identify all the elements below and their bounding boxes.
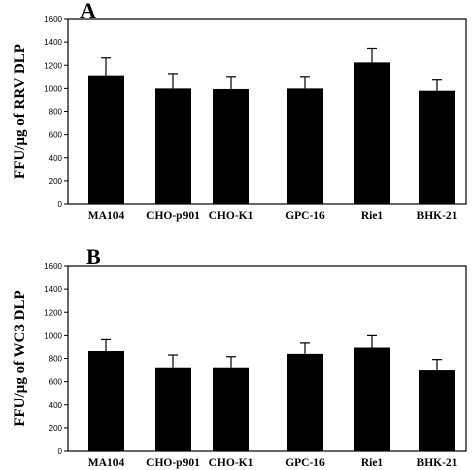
bar-cho-p901: [155, 88, 191, 204]
y-tick-label: 800: [49, 108, 63, 117]
bar-cho-k1: [213, 88, 249, 204]
bar-gpc-16: [287, 353, 323, 451]
y-tick-label: 1600: [44, 15, 62, 24]
y-tick-label: 1400: [44, 285, 62, 294]
bar-ma104: [88, 75, 124, 204]
x-category-label: CHO-K1: [209, 457, 254, 469]
bar-cho-p901: [155, 367, 191, 451]
x-category-label: CHO-K1: [209, 210, 254, 222]
y-tick-label: 1600: [44, 262, 62, 271]
x-category-label: CHO-p901: [146, 457, 200, 469]
y-tick-label: 800: [49, 355, 63, 364]
y-tick-label: 400: [49, 401, 63, 410]
bar-bhk-21: [419, 370, 455, 451]
y-tick-label: 400: [49, 154, 63, 163]
x-category-label: CHO-p901: [146, 210, 200, 222]
y-tick-label: 0: [58, 200, 63, 209]
y-tick-label: 200: [49, 177, 63, 186]
y-tick-label: 1400: [44, 38, 62, 47]
bar-cho-k1: [213, 367, 249, 451]
y-tick-label: 1000: [44, 331, 62, 340]
x-category-label: MA104: [88, 210, 125, 222]
y-axis-label: FFU/µg of RRV DLP: [12, 44, 28, 179]
bar-rie1: [354, 347, 390, 451]
x-category-label: Rie1: [361, 210, 384, 222]
y-tick-label: 0: [58, 447, 63, 456]
x-category-label: BHK-21: [417, 457, 458, 469]
chart-panel-b: B FFU/µg of WC3 DLP 0 200 400 600 800 1000 1200 1…: [12, 244, 467, 469]
y-tick-label: 1200: [44, 61, 62, 70]
x-category-label: GPC-16: [285, 210, 325, 222]
y-tick-label: 600: [49, 131, 63, 140]
plot-frame: [67, 265, 467, 452]
y-tick-label: 1000: [44, 84, 62, 93]
y-axis-label: FFU/µg of WC3 DLP: [12, 290, 28, 426]
y-tick-label: 200: [49, 424, 63, 433]
y-tick-label: 1200: [44, 308, 62, 317]
bar-ma104: [88, 350, 124, 451]
x-category-label: MA104: [88, 457, 125, 469]
chart-panel-a: A FFU/µg of RRV DLP 0 200 400 600 800 1000 1200 1…: [12, 0, 467, 222]
bar-gpc-16: [287, 88, 323, 204]
y-tick-label: 600: [49, 378, 63, 387]
bar-rie1: [354, 62, 390, 204]
x-category-label: Rie1: [361, 457, 384, 469]
plot-frame: [67, 18, 467, 205]
x-category-label: GPC-16: [285, 457, 325, 469]
panel-letter: A: [80, 0, 96, 23]
bar-bhk-21: [419, 90, 455, 204]
x-category-label: BHK-21: [417, 210, 458, 222]
panel-letter: B: [86, 244, 101, 269]
